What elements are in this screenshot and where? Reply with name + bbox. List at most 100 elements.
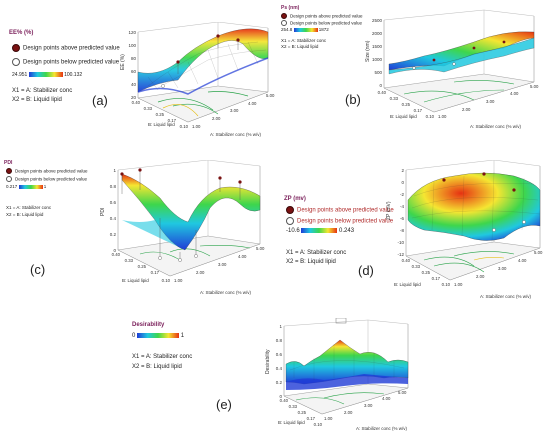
panel-e-y-axis-title: B: Liquid lipid (278, 420, 305, 425)
panel-a-x2-definition: X2 = B: Liquid lipid (12, 97, 62, 103)
panel-b-x-ticks: 1.00 2.00 3.00 4.00 5.00 (438, 84, 539, 119)
panel-b-surface-plot: 2500 2000 1500 1000 500 0 Size (nm) 1.00… (365, 9, 539, 129)
panel-a-y-tick: 0.33 (144, 106, 153, 111)
panel-c-response-title: PDI (4, 160, 13, 166)
panel-a-z-tick: 80 (131, 56, 137, 61)
panel-b-z-ticks: 2500 2000 1500 1000 500 0 (372, 18, 383, 88)
panel-a-legend-below-label: Design points below predicted value (23, 59, 120, 66)
panel-d-floor (405, 241, 541, 281)
panel-d-x1-definition: X1 = A: Stabilizer conc (286, 250, 347, 256)
panel-e-color-scale (137, 333, 180, 338)
panel-a-response-surface (137, 28, 269, 93)
panel-d-color-scale (301, 228, 338, 233)
panel-e-surface-plot: 1 0.8 0.6 0.4 0.2 0 Desirability 1.00 2.… (265, 318, 409, 431)
panel-c-design-points (120, 168, 242, 262)
panel-c-range-min: 0.217 (6, 184, 18, 189)
panel-a-surface-plot: 120 100 80 60 40 20 EE (%) 1.00 2.00 3.0… (120, 22, 275, 137)
panel-e-z-tick: 0.8 (276, 338, 283, 343)
panel-a-floor-contours-warm (162, 104, 199, 117)
panel-d-x-tick: 4.00 (518, 258, 527, 263)
panel-e-x-ticks: 1.00 2.00 3.00 4.00 5.00 (324, 390, 407, 421)
panel-b-x-tick: 4.00 (510, 91, 519, 96)
panel-c-x-axis-title: A: Stabilizer conc (% w/v) (200, 290, 252, 295)
panel-d-z-tick: -8 (400, 228, 404, 233)
panel-e-y-ticks: 0.40 0.33 0.25 0.17 0.10 (280, 398, 323, 427)
panel-e-z-tick: 0.2 (276, 380, 283, 385)
panel-a-x-tick: 1.00 (192, 124, 201, 129)
panel-a-box-back (137, 22, 269, 33)
panel-d-x-ticks: 1.00 2.00 3.00 4.00 5.00 (454, 250, 543, 287)
panel-c-y-tick: 0.40 (112, 252, 121, 257)
panel-c-legend-above: Design points above predicted value (6, 168, 88, 174)
panel-c-legend-below-label: Design points below predicted value (15, 176, 88, 182)
panel-a-y-tick: 0.10 (180, 124, 189, 129)
panel-c-x-tick: 1.00 (174, 278, 183, 283)
panel-a-z-tick: 40 (131, 82, 137, 87)
panel-c-y-ticks: 0.40 0.33 0.25 0.17 0.10 (112, 252, 171, 283)
panel-e-y-tick: 0.40 (280, 398, 289, 403)
panel-b-response-surface-front (388, 37, 535, 75)
panel-d-response-title: ZP (mv) (284, 196, 306, 202)
panel-b-legend-below-label: Design points below predicted value (290, 20, 363, 26)
panel-e-z-tick: 0 (279, 394, 282, 399)
panel-b-response-title: Ps (nm) (281, 5, 300, 11)
panel-d-floor-contours (423, 251, 515, 273)
panel-e-x1-definition: X1 = A: Stabilizer conc (132, 354, 193, 360)
panel-a-z-axis-title: EE (%) (120, 54, 126, 70)
panel-d-y-tick: 0.17 (432, 276, 441, 281)
panel-e-y-tick: 0.10 (314, 422, 323, 427)
panel-b-floor (383, 73, 535, 113)
panel-b-z-tick: 1500 (372, 44, 383, 49)
panel-d-z-ticks: 2 0 -2 -4 -6 -8 -10 -12 (397, 168, 404, 257)
panel-d-color-range: -10.6 0.243 (286, 228, 354, 234)
panel-e-z-tick: 1 (279, 324, 282, 329)
panel-b-z-tick: 0 (379, 83, 382, 88)
panel-c-x-tick: 4.00 (238, 254, 247, 259)
panel-b-y-axis-title: B: Liquid lipid (390, 114, 417, 119)
panel-e-z-axis-title: Desirability (265, 349, 271, 374)
panel-c-z-tick: 0.8 (110, 184, 117, 189)
panel-c-z-tick: 0 (113, 248, 116, 253)
panel-c-x-ticks: 1.00 2.00 3.00 4.00 5.00 (174, 246, 265, 283)
panel-d-legend-below-label: Design points below predicted value (297, 218, 394, 225)
panel-d-legend-above-label: Design points above predicted value (297, 207, 394, 214)
panel-b-z-tick: 2000 (372, 31, 383, 36)
panel-a-x1-definition: X1 = A: Stabilizer conc (12, 88, 73, 94)
design-point-below-marker (12, 58, 20, 66)
panel-c-color-scale (18, 184, 43, 189)
panel-c-y-tick: 0.25 (138, 264, 147, 269)
panel-a-x-axis-title: A: Stabilizer conc (% w/v) (210, 132, 262, 137)
panel-c-surface-plot: 1 0.8 0.6 0.4 0.2 0 PDI 1.00 2.00 3.00 4… (100, 160, 265, 295)
panel-e-y-tick: 0.17 (307, 416, 316, 421)
panel-c-z-tick: 0.6 (110, 200, 117, 205)
panel-b-y-tick: 0.17 (414, 108, 423, 113)
panel-a-legend-above-label: Design points above predicted value (23, 45, 120, 52)
panel-a-y-axis-title: B: Liquid lipid (148, 122, 175, 127)
design-point-below-marker (6, 176, 12, 182)
panel-e-range-min: 0 (132, 333, 136, 340)
panel-b-y-tick: 0.10 (426, 114, 435, 119)
panel-e-surface-mesh (289, 344, 405, 380)
panel-d-range-min: -10.6 (286, 228, 300, 235)
design-point-above-marker (6, 168, 12, 174)
panel-d-y-axis-title: B: Liquid lipid (394, 282, 421, 287)
panel-a-range-min: 24.951 (12, 72, 28, 78)
panel-a-floor-contours (157, 91, 249, 115)
panel-d-z-tick: -12 (397, 252, 404, 257)
panel-b-color-scale (293, 27, 318, 32)
panel-d-legend-above: Design points above predicted value (286, 206, 394, 214)
panel-a-x-tick: 3.00 (230, 108, 239, 113)
panel-c-z-axis-title: PDI (100, 208, 106, 216)
panel-b-y-ticks: 0.40 0.33 0.25 0.17 0.10 (378, 90, 435, 119)
panel-b-x-tick: 3.00 (486, 99, 495, 104)
panel-d-response-surface (407, 172, 541, 241)
design-point-below-marker (286, 217, 294, 225)
panel-d-z-tick: 0 (401, 180, 404, 185)
panel-b-z-tick: 500 (374, 70, 382, 75)
panel-c-y-axis-title: B: Liquid lipid (122, 278, 149, 283)
panel-c-y-tick: 0.33 (125, 258, 134, 263)
panel-b-legend-above-label: Design points above predicted value (290, 13, 363, 19)
panel-a-design-points (161, 34, 240, 88)
panel-b-x1-definition: X1 = A: Stabilizer conc (281, 38, 327, 43)
panel-c-response-surface (121, 173, 261, 251)
